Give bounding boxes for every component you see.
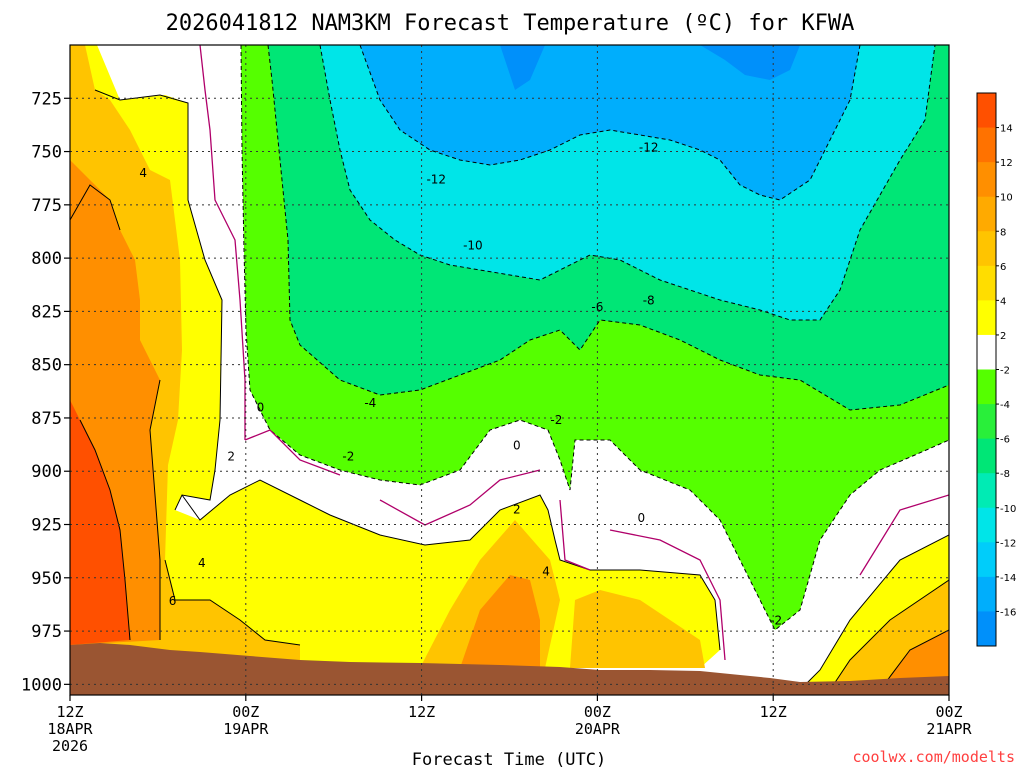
cold-blue-region [360, 45, 860, 200]
warm-yellow-region [70, 45, 720, 668]
x-tick-label: 00Z [935, 703, 962, 721]
contour-label: 0 [257, 400, 265, 414]
x-tick-label: 2026 [52, 737, 88, 755]
y-tick-label: 975 [31, 622, 62, 642]
y-tick-label: 725 [31, 89, 62, 109]
colorbar-tick-label: 12 [1000, 158, 1013, 169]
contour-label: -12 [639, 140, 659, 154]
zero-isotherm-lines [199, 45, 949, 661]
colorbar-tick-label: -6 [1000, 435, 1010, 446]
x-tick-label: 12Z [56, 703, 83, 721]
contour-label: -8 [643, 294, 655, 308]
colorbar-swatch [977, 611, 996, 647]
colorbar-swatch [977, 576, 996, 612]
colorbar-tick-label: -14 [1000, 573, 1016, 584]
x-tick-label: 21APR [926, 720, 972, 738]
colorbar-tick-label: -16 [1000, 607, 1016, 618]
x-tick-label: 18APR [47, 720, 93, 738]
x-tick-label: 00Z [584, 703, 611, 721]
colorbar-swatch [977, 265, 996, 301]
credit-text: coolwx.com/modelts [852, 748, 1015, 766]
colorbar-tick-label: -8 [1000, 469, 1010, 480]
contour-label: -2 [550, 413, 562, 427]
contour-lines [70, 89, 949, 691]
chart-title: 2026041812 NAM3KM Forecast Temperature (… [166, 11, 855, 36]
y-tick-label: 900 [31, 462, 62, 482]
y-tick-label: 850 [31, 356, 62, 376]
colorbar-swatch [977, 507, 996, 543]
colorbar: 14 12 10 8 6 4 2 -2 -4 -6 -8 -10 -12 -14 -16 [976, 92, 1016, 647]
y-tick-label: 825 [31, 302, 62, 322]
x-axis-label: Forecast Time (UTC) [412, 750, 606, 768]
colorbar-tick-label: -12 [1000, 538, 1016, 549]
contour-label: 4 [198, 556, 206, 570]
colorbar-swatch [977, 127, 996, 163]
colorbar-swatch [977, 369, 996, 405]
y-tick-label: 1000 [21, 675, 62, 695]
colorbar-tick-label: 8 [1000, 227, 1006, 238]
y-tick-label: 875 [31, 409, 62, 429]
contour-label: -12 [426, 172, 446, 186]
warm-orange-region-southeast [880, 630, 949, 690]
contour-label: 4 [542, 564, 550, 578]
colorbar-tick-label: -10 [1000, 504, 1016, 515]
warm-deep-region [70, 400, 130, 645]
contour-label: 6 [169, 594, 177, 608]
colorbar-swatch [977, 334, 996, 370]
x-tick-label: 12Z [408, 703, 435, 721]
colorbar-swatch [977, 404, 996, 440]
colorbar-swatch [977, 231, 996, 267]
contour-label: -2 [770, 613, 782, 627]
contour-label: 2 [513, 503, 521, 517]
y-tick-label: 925 [31, 516, 62, 536]
x-tick-label: 19APR [223, 720, 269, 738]
temperature-fill-layer [70, 45, 949, 695]
y-tick-label: 775 [31, 196, 62, 216]
terrain-ground [70, 643, 949, 695]
colorbar-tick-label: -2 [1000, 366, 1010, 377]
grid-lines [70, 45, 949, 695]
contour-label: -6 [591, 300, 603, 314]
contour-label: 4 [139, 166, 147, 180]
colorbar-tick-label: -4 [1000, 400, 1010, 411]
contour-label: -4 [364, 396, 376, 410]
y-tick-label: 800 [31, 249, 62, 269]
y-tick-label: 950 [31, 569, 62, 589]
colorbar-swatch [977, 300, 996, 336]
x-tick-label: 00Z [232, 703, 259, 721]
colorbar-swatch [977, 196, 996, 232]
colorbar-tick-label: 14 [1000, 124, 1013, 135]
x-tick-label: 20APR [575, 720, 621, 738]
contour-label: 0 [513, 439, 521, 453]
contour-label: -2 [342, 449, 354, 463]
contour-label: 0 [638, 511, 646, 525]
colorbar-tick-label: 4 [1000, 296, 1006, 307]
contour-label: 2 [227, 449, 235, 463]
colorbar-swatch [977, 162, 996, 198]
contour-label: -10 [463, 238, 483, 252]
colorbar-tick-label: 6 [1000, 262, 1006, 273]
y-axis: 725 750 775 800 825 850 875 900 925 950 975 1000 [21, 89, 70, 695]
x-tick-label: 12Z [760, 703, 787, 721]
cold-deep-region [500, 45, 800, 90]
plot-frame [69, 44, 950, 696]
colorbar-swatch [977, 438, 996, 474]
y-tick-label: 750 [31, 143, 62, 163]
colorbar-tick-label: 10 [1000, 193, 1013, 204]
colorbar-tick-label: 2 [1000, 331, 1006, 342]
colorbar-swatch [977, 542, 996, 578]
warm-orange-region-east [460, 575, 540, 668]
contour-labels: 4 -12 -12 -10 -8 -6 -4 0 -2 -2 2 0 2 0 4 4 6 -2 [139, 140, 782, 627]
colorbar-swatch [977, 473, 996, 509]
colorbar-swatch [977, 93, 996, 129]
